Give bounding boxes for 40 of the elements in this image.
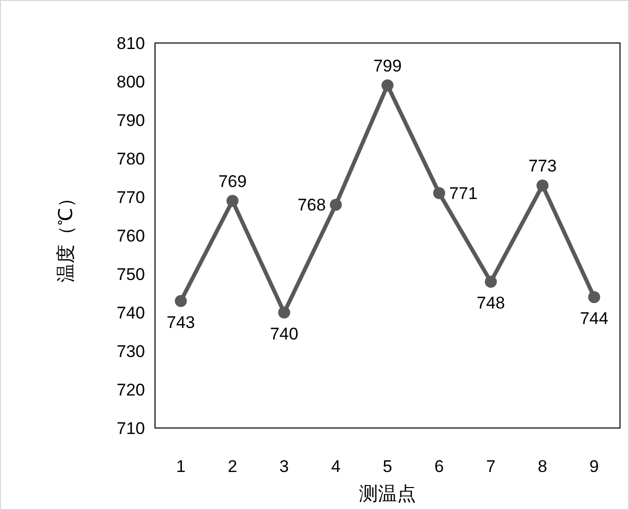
point xyxy=(588,291,600,304)
point xyxy=(330,198,342,211)
data-label: 799 xyxy=(373,56,402,76)
y-tick-label: 750 xyxy=(116,265,145,284)
x-tick-label: 3 xyxy=(279,457,289,476)
x-tick-label: 6 xyxy=(434,457,444,476)
data-label: 771 xyxy=(449,184,478,204)
y-tick-label: 710 xyxy=(116,419,145,438)
y-tick-label: 730 xyxy=(116,342,145,361)
data-label: 769 xyxy=(218,172,247,191)
x-tick-label: 2 xyxy=(228,457,238,476)
y-axis-title: 温度（℃） xyxy=(55,188,77,282)
data-label: 744 xyxy=(580,309,608,328)
point xyxy=(278,306,290,318)
y-tick-label: 780 xyxy=(116,150,145,168)
x-tick-label: 5 xyxy=(382,457,392,476)
x-tick-label: 4 xyxy=(331,457,341,476)
x-tick-label: 9 xyxy=(589,457,599,476)
y-tick-label: 810 xyxy=(116,34,145,53)
y-tick-label: 720 xyxy=(116,380,145,400)
point xyxy=(174,294,187,307)
y-tick-label: 740 xyxy=(116,304,145,322)
y-tick-label: 760 xyxy=(116,226,145,246)
point xyxy=(484,276,497,288)
point xyxy=(433,187,446,200)
data-label: 768 xyxy=(297,196,326,215)
data-label: 748 xyxy=(476,294,506,313)
data-label: 740 xyxy=(270,324,298,344)
x-tick-label: 7 xyxy=(486,457,496,476)
point xyxy=(226,194,238,207)
data-label: 743 xyxy=(166,312,196,332)
x-tick-label: 8 xyxy=(538,457,548,476)
x-tick-label: 1 xyxy=(176,457,186,476)
point xyxy=(382,79,394,92)
data-label: 773 xyxy=(528,156,557,176)
y-tick-label: 800 xyxy=(116,72,145,92)
x-axis-title: 测温点 xyxy=(359,484,416,505)
y-tick-label: 790 xyxy=(116,111,145,130)
point xyxy=(536,179,548,192)
y-tick-label: 770 xyxy=(116,188,145,207)
